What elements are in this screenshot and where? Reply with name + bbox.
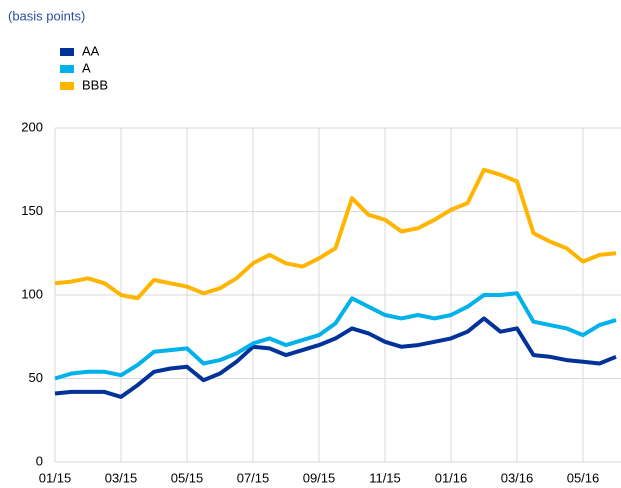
chart-subtitle: (basis points) bbox=[8, 8, 85, 23]
x-tick-label: 11/15 bbox=[369, 470, 401, 485]
line-series bbox=[54, 316, 617, 399]
legend-label: BBB bbox=[82, 77, 108, 92]
legend-label: AA bbox=[82, 43, 100, 58]
y-tick-label: 0 bbox=[36, 453, 43, 468]
x-tick-label: 01/16 bbox=[435, 470, 468, 485]
x-tick-label: 03/15 bbox=[105, 470, 138, 485]
x-tick-label: 09/15 bbox=[303, 470, 336, 485]
x-tick-label: 03/16 bbox=[501, 470, 534, 485]
line-series bbox=[54, 291, 617, 381]
y-tick-label: 150 bbox=[21, 203, 43, 218]
x-tick-label: 05/16 bbox=[567, 470, 600, 485]
x-tick-label: 01/15 bbox=[39, 470, 72, 485]
y-tick-label: 50 bbox=[29, 370, 43, 385]
legend-swatch bbox=[60, 82, 74, 90]
x-tick-label: 05/15 bbox=[171, 470, 204, 485]
x-tick-label: 07/15 bbox=[237, 470, 270, 485]
legend-swatch bbox=[60, 48, 74, 56]
y-tick-label: 200 bbox=[21, 119, 43, 134]
line-series bbox=[54, 167, 617, 301]
y-tick-label: 100 bbox=[21, 286, 43, 301]
legend-label: A bbox=[82, 60, 91, 75]
legend-swatch bbox=[60, 65, 74, 73]
